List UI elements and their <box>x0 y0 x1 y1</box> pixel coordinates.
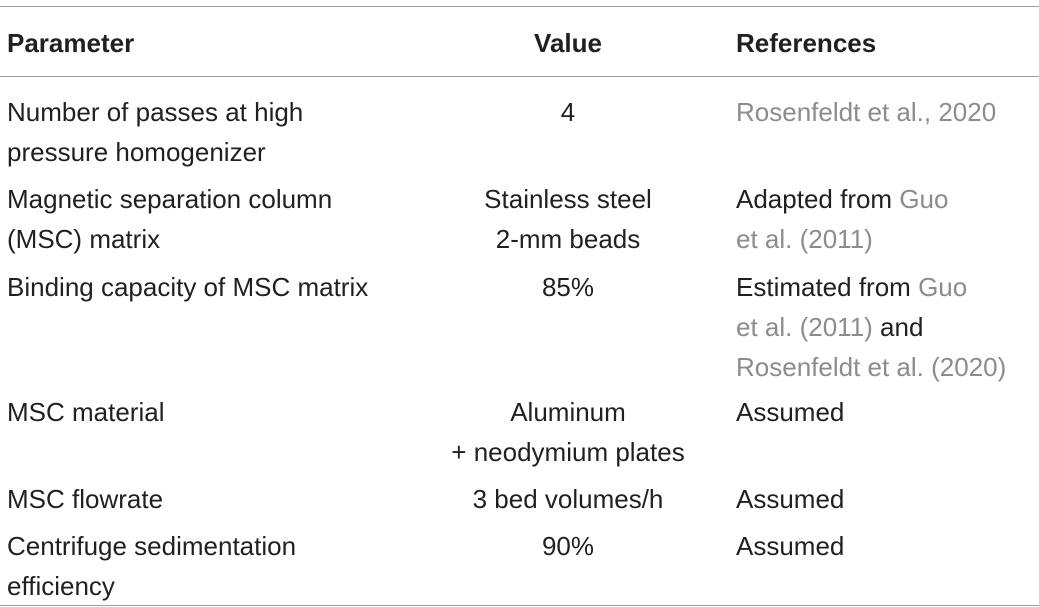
parameter-line: (MSC) matrix <box>7 224 161 254</box>
cell-value: 3 bed volumes/h <box>418 479 718 519</box>
value-line: 85% <box>541 272 595 302</box>
reference-line: Assumed <box>736 392 1036 432</box>
cell-references: Adapted from Guo et al. (2011) <box>736 179 1036 259</box>
reference-line: Assumed <box>736 479 1036 519</box>
reference-line: et al. (2011) and <box>736 307 1036 347</box>
reference-text: Assumed <box>736 531 845 561</box>
cell-parameter: Binding capacity of MSC matrix <box>7 267 427 307</box>
value-line: 4 <box>560 97 576 127</box>
value-line: + neodymium plates <box>451 437 685 467</box>
cell-parameter: Number of passes at high pressure homogen… <box>7 92 427 172</box>
cell-parameter: Centrifuge sedimentation efficiency <box>7 526 427 606</box>
value-line: 90% <box>541 531 595 561</box>
citation-link[interactable]: Guo <box>918 272 968 302</box>
cell-value: 4 <box>418 92 718 132</box>
parameter-line: Centrifuge sedimentation <box>7 531 297 561</box>
citation-link[interactable]: et al. (2011) <box>736 224 873 254</box>
cell-references: Rosenfeldt et al., 2020 <box>736 92 1036 132</box>
cell-value: Stainless steel 2-mm beads <box>418 179 718 259</box>
table-header-rule <box>0 76 1039 77</box>
citation-link[interactable]: et al. (2011) <box>736 312 873 342</box>
cell-value: 90% <box>418 526 718 566</box>
reference-line: Assumed <box>736 526 1036 566</box>
cell-parameter: MSC material <box>7 392 427 432</box>
cell-references: Assumed <box>736 479 1036 519</box>
reference-line: Rosenfeldt et al. (2020) <box>736 347 1036 387</box>
citation-link[interactable]: Rosenfeldt et al. (2020) <box>736 352 1007 382</box>
reference-line: et al. (2011) <box>736 219 1036 259</box>
reference-text: Adapted from <box>736 184 900 214</box>
reference-line: Adapted from Guo <box>736 179 1036 219</box>
value-line: Aluminum <box>510 397 626 427</box>
citation-link[interactable]: Rosenfeldt et al., 2020 <box>736 97 997 127</box>
cell-references: Assumed <box>736 392 1036 432</box>
value-line: 3 bed volumes/h <box>472 484 664 514</box>
parameter-line: MSC material <box>7 397 165 427</box>
header-references: References <box>736 28 877 58</box>
cell-parameter: Magnetic separation column (MSC) matrix <box>7 179 427 259</box>
parameter-line: pressure homogenizer <box>7 137 266 167</box>
table-top-rule <box>0 6 1039 7</box>
reference-line: Rosenfeldt et al., 2020 <box>736 92 1036 132</box>
cell-value: 85% <box>418 267 718 307</box>
parameter-line: MSC flowrate <box>7 484 164 514</box>
cell-parameter: MSC flowrate <box>7 479 427 519</box>
parameter-line: Binding capacity of MSC matrix <box>7 272 369 302</box>
header-value: Value <box>534 28 602 58</box>
table-bottom-rule <box>0 605 1039 606</box>
citation-link[interactable]: Guo <box>899 184 949 214</box>
cell-value: Aluminum + neodymium plates <box>418 392 718 472</box>
header-parameter: Parameter <box>7 28 135 58</box>
reference-text: Assumed <box>736 397 845 427</box>
parameter-line: Magnetic separation column <box>7 184 333 214</box>
value-line: Stainless steel <box>484 184 652 214</box>
cell-references: Estimated from Guo et al. (2011) and Rosen… <box>736 267 1036 387</box>
table-header-row: Parameter Value References <box>0 6 1039 76</box>
reference-text: Estimated from <box>736 272 919 302</box>
value-line: 2-mm beads <box>495 224 641 254</box>
parameter-line: efficiency <box>7 571 115 601</box>
reference-text: Assumed <box>736 484 845 514</box>
cell-references: Assumed <box>736 526 1036 566</box>
reference-text: and <box>872 312 924 342</box>
reference-line: Estimated from Guo <box>736 267 1036 307</box>
parameter-line: Number of passes at high <box>7 97 304 127</box>
